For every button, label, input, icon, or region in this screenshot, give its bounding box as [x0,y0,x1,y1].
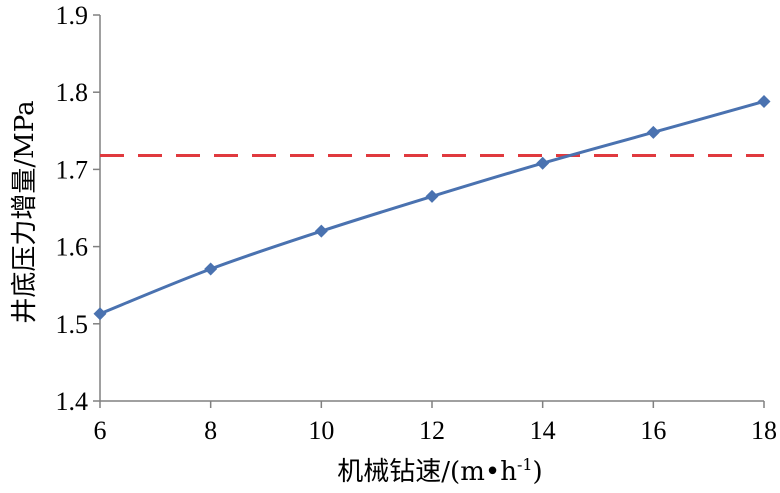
series-line [99,100,765,316]
x-tick-label: 6 [94,416,107,445]
y-tick-label: 1.9 [56,1,89,30]
x-tick-label: 12 [419,416,445,445]
data-point [314,224,328,238]
ticks: 1.4 1.5 1.6 1.7 1.8 1.9 6 8 10 12 14 16 18 [56,1,778,445]
x-tick-label: 16 [640,416,666,445]
x-tick-label: 8 [204,416,217,445]
data-point [646,125,660,139]
series [93,94,771,321]
data-point [93,307,107,321]
y-axis-title: 井底压力增量/MPa [10,100,40,323]
data-point [204,262,218,276]
data-point [425,189,439,203]
axes [99,15,764,402]
data-point [757,94,771,108]
y-tick-label: 1.7 [56,155,89,184]
y-tick-label: 1.4 [56,387,89,416]
x-axis-title: 机械钻速/(m•h-1) [337,455,542,487]
x-tick-label: 14 [530,416,556,445]
x-tick-label: 10 [308,416,334,445]
y-tick-label: 1.8 [56,78,89,107]
data-point [536,156,550,170]
y-tick-label: 1.5 [56,310,89,339]
x-tick-label: 18 [751,416,777,445]
y-tick-label: 1.6 [56,233,89,262]
